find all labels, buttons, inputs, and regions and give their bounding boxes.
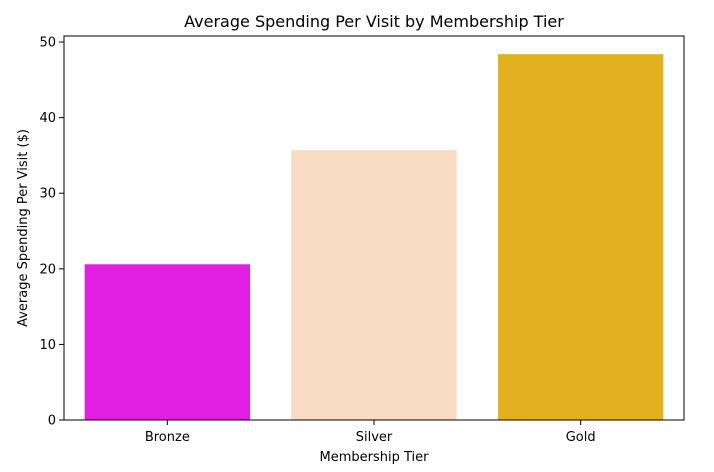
y-tick-label: 30	[39, 187, 56, 202]
y-tick-label: 0	[48, 414, 56, 429]
y-tick-label: 10	[39, 338, 56, 353]
bar-silver	[291, 150, 457, 421]
x-tick-label: Bronze	[145, 430, 190, 445]
plot-frame	[63, 35, 685, 421]
y-axis: 0 10 20 30 40 50	[39, 36, 64, 429]
bar-bronze	[84, 264, 251, 420]
x-tick-label: Silver	[356, 430, 393, 445]
y-tick-label: 40	[39, 111, 56, 126]
y-tick-label: 20	[39, 262, 56, 277]
x-axis: Bronze Silver Gold	[145, 420, 596, 445]
y-axis-label: Average Spending Per Visit ($)	[16, 129, 31, 327]
chart-title: Average Spending Per Visit by Membership…	[184, 12, 564, 31]
bars-group	[84, 54, 664, 421]
x-axis-label: Membership Tier	[320, 450, 430, 465]
x-tick-label: Gold	[566, 430, 596, 445]
bar-gold	[498, 54, 664, 421]
y-tick-label: 50	[39, 36, 56, 51]
